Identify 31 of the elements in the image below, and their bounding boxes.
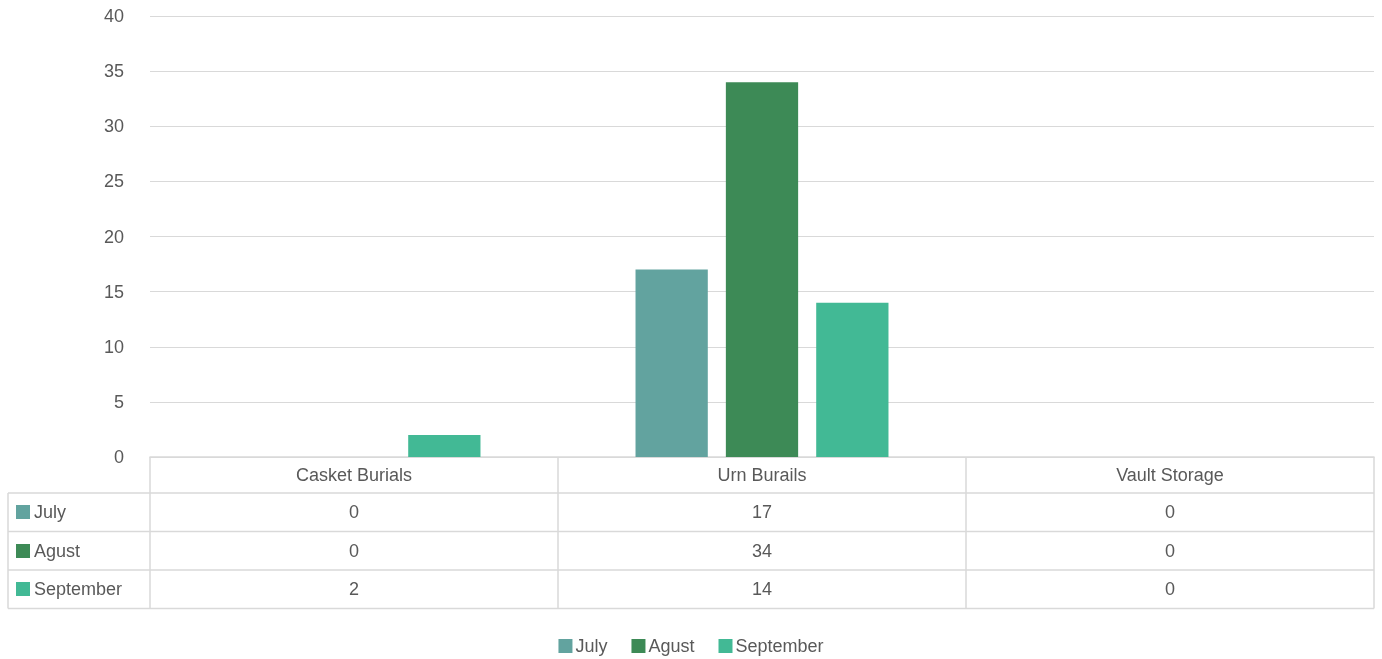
- bar: [816, 302, 889, 457]
- data-label: 0: [1164, 579, 1176, 600]
- x-tick-label: Vault Storage: [1116, 465, 1224, 485]
- y-tick-label: 20: [103, 226, 124, 247]
- data-label: 0: [1164, 502, 1176, 523]
- data-label: 2: [348, 579, 360, 600]
- legend-label: September: [735, 636, 824, 656]
- legend-label: Agust: [648, 636, 695, 656]
- y-tick-label: 35: [103, 61, 124, 82]
- data-label: 0: [1164, 540, 1176, 561]
- text: Agust: [34, 540, 81, 561]
- data-label: 0: [348, 540, 360, 561]
- x-tick-label: Urn Burails: [717, 465, 807, 485]
- bar: [725, 82, 799, 457]
- text: September: [34, 579, 123, 600]
- y-tick-label: 40: [103, 6, 124, 26]
- y-tick-label: 0: [113, 447, 124, 467]
- x-tick-label: Casket Burials: [295, 465, 413, 485]
- y-tick-label: 10: [103, 336, 124, 357]
- bar: [408, 434, 481, 457]
- data-label: 17: [751, 502, 773, 523]
- data-label: 34: [751, 540, 773, 561]
- data-label: 0: [348, 502, 360, 523]
- legend-label: July: [575, 636, 608, 656]
- text: July: [34, 502, 67, 523]
- data-label: 14: [751, 579, 773, 600]
- y-tick-label: 25: [103, 171, 124, 192]
- bar: [635, 269, 708, 457]
- y-tick-label: 5: [113, 391, 124, 412]
- y-tick-label: 15: [103, 281, 124, 302]
- y-tick-label: 30: [103, 116, 124, 137]
